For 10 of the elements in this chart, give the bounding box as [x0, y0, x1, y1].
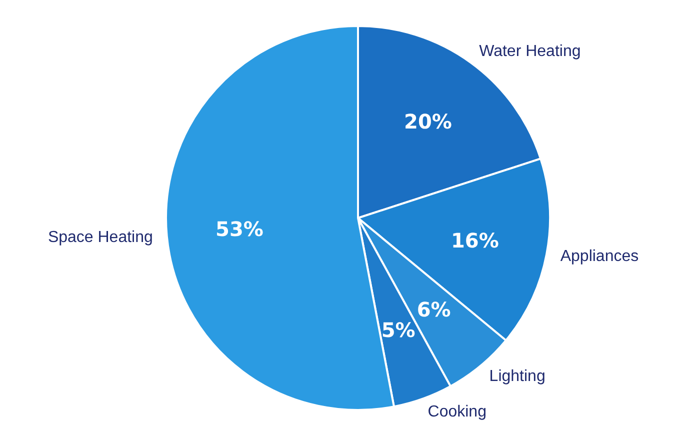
data-label: 20%	[404, 110, 452, 134]
slice-label: Water Heating	[479, 42, 581, 60]
slice-label: Cooking	[428, 403, 486, 420]
slice-label: Space Heating	[48, 228, 153, 246]
data-label: 16%	[450, 228, 499, 252]
data-label: 53%	[216, 217, 264, 242]
slice-label: Appliances	[560, 248, 639, 266]
data-label: 6%	[416, 298, 451, 322]
slice-label: Lighting	[489, 368, 546, 386]
data-label: 5%	[381, 318, 416, 342]
